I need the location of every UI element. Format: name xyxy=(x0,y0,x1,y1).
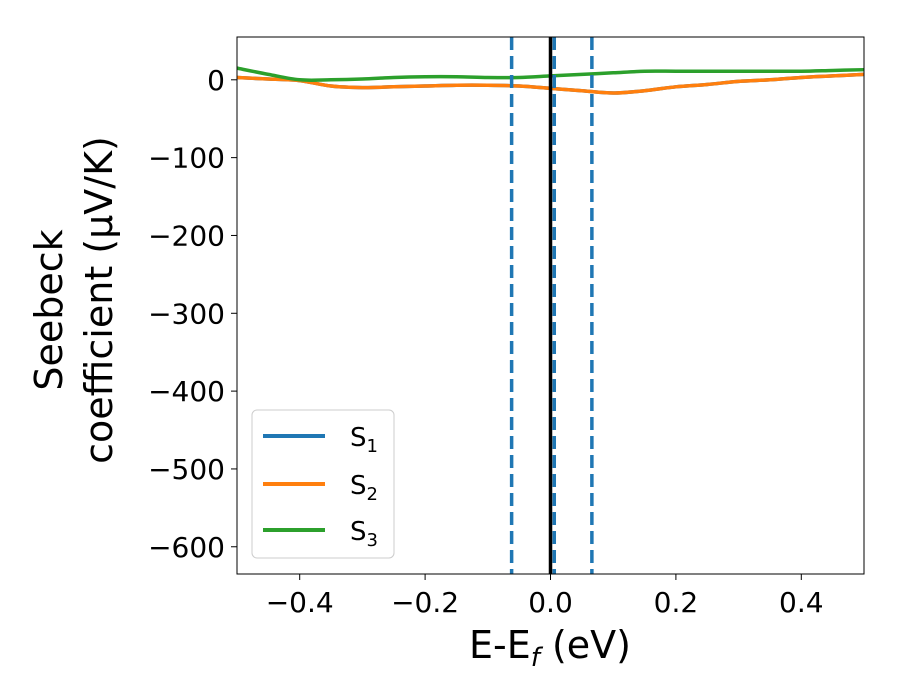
y-tick-label: −100 xyxy=(148,142,225,175)
legend: S1 S2 S3 xyxy=(251,409,395,559)
x-tick-label: 0.2 xyxy=(654,586,699,619)
y-tick-label: −300 xyxy=(148,297,225,330)
y-axis-title-line1: Seebeck xyxy=(27,229,71,390)
y-tick-label: −200 xyxy=(148,219,225,252)
x-tick-label: −0.4 xyxy=(266,586,334,619)
y-axis-title-line2: coefficient (μV/K) xyxy=(77,136,121,464)
y-tick-label: 0 xyxy=(207,64,225,97)
legend-label-s3: S3 xyxy=(350,517,378,551)
x-axis-title: E-Ef (eV) xyxy=(469,623,631,673)
legend-label-s3-name: S xyxy=(350,517,367,547)
y-tick-label: −400 xyxy=(148,375,225,408)
y-tick-label: −500 xyxy=(148,453,225,486)
y-axis-ticks: 0 −100 −200 −300 −400 −500 −600 xyxy=(148,64,237,564)
legend-label-s3-sub: 3 xyxy=(367,530,378,551)
x-axis-title-main: E-E xyxy=(469,623,531,667)
legend-label-s2-sub: 2 xyxy=(367,484,378,505)
x-tick-label: −0.2 xyxy=(391,586,459,619)
x-tick-label: 0.4 xyxy=(779,586,824,619)
y-tick-label: −600 xyxy=(148,531,225,564)
legend-label-s1-sub: 1 xyxy=(367,436,378,457)
legend-label-s2: S2 xyxy=(350,471,378,505)
legend-label-s1: S1 xyxy=(350,423,378,457)
x-axis-title-spacer xyxy=(540,623,552,667)
reference-lines xyxy=(509,37,594,574)
legend-label-s1-name: S xyxy=(350,423,367,453)
x-tick-label: 0.0 xyxy=(528,586,573,619)
x-axis-ticks: −0.4 −0.2 0.0 0.2 0.4 xyxy=(266,574,824,619)
legend-label-s2-name: S xyxy=(350,471,367,501)
x-axis-title-unit: (eV) xyxy=(552,623,631,667)
